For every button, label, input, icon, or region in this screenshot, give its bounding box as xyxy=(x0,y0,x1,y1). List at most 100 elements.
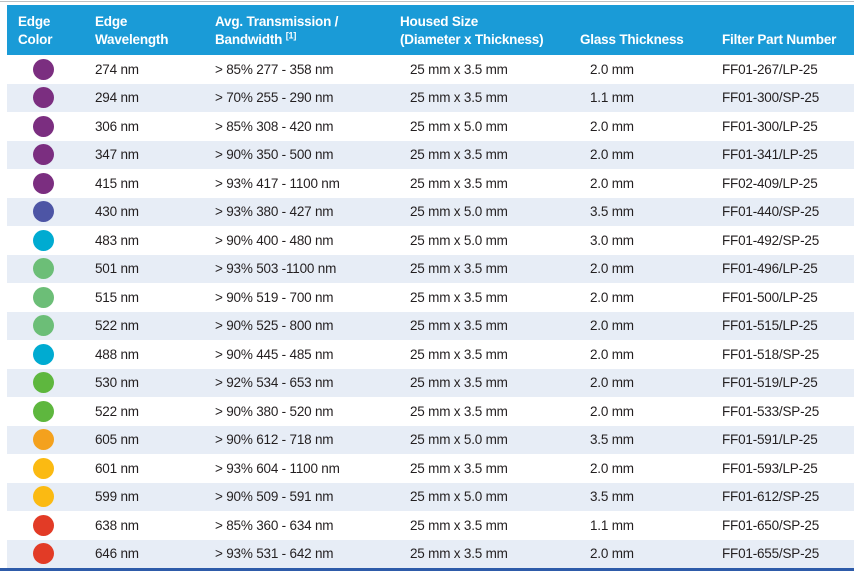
wavelength-cell: 483 nm xyxy=(95,232,139,248)
gold-edge-color-dot xyxy=(33,457,54,479)
edge-color-cell xyxy=(7,457,95,479)
housed-size-cell: 25 mm x 5.0 mm xyxy=(410,204,508,220)
glass-thickness-cell: 2.0 mm xyxy=(590,61,634,77)
header-avg-transmission-bandwidth: Avg. Transmission / Bandwidth [1] xyxy=(215,5,400,55)
glass-thickness-cell: 2.0 mm xyxy=(590,403,634,419)
housed-size-cell: 25 mm x 3.5 mm xyxy=(410,517,508,533)
transmission-cell: > 93% 531 - 642 nm xyxy=(215,546,334,562)
purple-edge-color-dot xyxy=(33,144,54,166)
part-number-cell: FF01-533/SP-25 xyxy=(722,403,819,419)
housed-size-cell: 25 mm x 3.5 mm xyxy=(410,61,508,77)
glass-thickness-cell: 1.1 mm xyxy=(590,90,634,106)
housed-size-cell: 25 mm x 3.5 mm xyxy=(410,289,508,305)
housed-size-cell: 25 mm x 3.5 mm xyxy=(410,261,508,277)
glass-thickness-cell: 3.5 mm xyxy=(590,489,634,505)
edge-color-cell xyxy=(7,514,95,536)
housed-size-cell: 25 mm x 3.5 mm xyxy=(410,90,508,106)
part-number-cell: FF01-650/SP-25 xyxy=(722,517,819,533)
table-row: 306 nm > 85% 308 - 420 nm 25 mm x 5.0 mm 2.… xyxy=(7,112,854,141)
edge-color-cell xyxy=(7,58,95,80)
table-row: 347 nm > 90% 350 - 500 nm 25 mm x 3.5 mm 2.… xyxy=(7,140,854,169)
purple-edge-color-dot xyxy=(33,172,54,194)
glass-thickness-cell: 2.0 mm xyxy=(590,261,634,277)
edge-color-cell xyxy=(7,400,95,422)
transmission-cell: > 93% 604 - 1100 nm xyxy=(215,460,340,476)
housed-size-cell: 25 mm x 3.5 mm xyxy=(410,175,508,191)
part-number-cell: FF01-655/SP-25 xyxy=(722,546,819,562)
header-line: Avg. Transmission / xyxy=(215,14,339,30)
wavelength-cell: 605 nm xyxy=(95,432,139,448)
housed-size-cell: 25 mm x 3.5 mm xyxy=(410,460,508,476)
orange-edge-color-dot xyxy=(33,429,54,451)
transmission-cell: > 90% 380 - 520 nm xyxy=(215,403,334,419)
header-line: Glass Thickness xyxy=(580,32,684,48)
transmission-cell: > 90% 519 - 700 nm xyxy=(215,289,334,305)
part-number-cell: FF01-267/LP-25 xyxy=(722,61,818,77)
header-line: Wavelength xyxy=(95,32,169,48)
footnote-marker: [1] xyxy=(285,30,297,41)
edge-color-cell xyxy=(7,315,95,337)
table-header-row: Edge Color Edge Wavelength Avg. Transmis… xyxy=(7,5,854,55)
edge-color-cell xyxy=(7,115,95,137)
housed-size-cell: 25 mm x 3.5 mm xyxy=(410,147,508,163)
wavelength-cell: 294 nm xyxy=(95,90,139,106)
header-filter-part-number: Filter Part Number xyxy=(715,5,854,55)
glass-thickness-cell: 2.0 mm xyxy=(590,375,634,391)
transmission-cell: > 93% 417 - 1100 nm xyxy=(215,175,340,191)
glass-thickness-cell: 3.5 mm xyxy=(590,432,634,448)
part-number-cell: FF01-492/SP-25 xyxy=(722,232,819,248)
wavelength-cell: 501 nm xyxy=(95,261,139,277)
table-row: 638 nm > 85% 360 - 634 nm 25 mm x 3.5 mm 1.… xyxy=(7,511,854,540)
table-row: 415 nm > 93% 417 - 1100 nm 25 mm x 3.5 mm 2… xyxy=(7,169,854,198)
wavelength-cell: 599 nm xyxy=(95,489,139,505)
gold-edge-color-dot xyxy=(33,486,54,508)
wavelength-cell: 274 nm xyxy=(95,61,139,77)
header-housed-size: Housed Size (Diameter x Thickness) xyxy=(400,5,580,55)
wavelength-cell: 522 nm xyxy=(95,403,139,419)
table-bottom-border xyxy=(0,568,854,571)
transmission-cell: > 90% 350 - 500 nm xyxy=(215,147,334,163)
table-row: 274 nm > 85% 277 - 358 nm 25 mm x 3.5 mm 2.… xyxy=(7,55,854,84)
soft-green-edge-color-dot xyxy=(33,315,54,337)
part-number-cell: FF01-496/LP-25 xyxy=(722,261,818,277)
glass-thickness-cell: 2.0 mm xyxy=(590,346,634,362)
table-row: 522 nm > 90% 380 - 520 nm 25 mm x 3.5 mm 2.… xyxy=(7,397,854,426)
cyan-edge-color-dot xyxy=(33,229,54,251)
glass-thickness-cell: 2.0 mm xyxy=(590,460,634,476)
glass-thickness-cell: 2.0 mm xyxy=(590,147,634,163)
part-number-cell: FF01-440/SP-25 xyxy=(722,204,819,220)
edge-color-cell xyxy=(7,372,95,394)
edge-color-cell xyxy=(7,201,95,223)
edge-color-cell xyxy=(7,144,95,166)
glass-thickness-cell: 2.0 mm xyxy=(590,546,634,562)
wavelength-cell: 601 nm xyxy=(95,460,139,476)
housed-size-cell: 25 mm x 5.0 mm xyxy=(410,118,508,134)
transmission-cell: > 93% 503 -1100 nm xyxy=(215,261,337,277)
wavelength-cell: 530 nm xyxy=(95,375,139,391)
housed-size-cell: 25 mm x 5.0 mm xyxy=(410,489,508,505)
transmission-cell: > 93% 380 - 427 nm xyxy=(215,204,334,220)
glass-thickness-cell: 2.0 mm xyxy=(590,289,634,305)
wavelength-cell: 522 nm xyxy=(95,318,139,334)
glass-thickness-cell: 1.1 mm xyxy=(590,517,634,533)
part-number-cell: FF01-341/LP-25 xyxy=(722,147,818,163)
part-number-cell: FF01-300/SP-25 xyxy=(722,90,819,106)
wavelength-cell: 488 nm xyxy=(95,346,139,362)
table-row: 646 nm > 93% 531 - 642 nm 25 mm x 3.5 mm 2.… xyxy=(7,539,854,568)
housed-size-cell: 25 mm x 3.5 mm xyxy=(410,375,508,391)
bright-green-edge-color-dot xyxy=(33,372,54,394)
housed-size-cell: 25 mm x 3.5 mm xyxy=(410,546,508,562)
glass-thickness-cell: 2.0 mm xyxy=(590,175,634,191)
glass-thickness-cell: 2.0 mm xyxy=(590,318,634,334)
glass-thickness-cell: 3.5 mm xyxy=(590,204,634,220)
part-number-cell: FF01-500/LP-25 xyxy=(722,289,818,305)
edge-color-cell xyxy=(7,486,95,508)
purple-edge-color-dot xyxy=(33,115,54,137)
part-number-cell: FF01-591/LP-25 xyxy=(722,432,818,448)
header-line: Color xyxy=(18,32,53,48)
table-top-border xyxy=(0,1,854,2)
part-number-cell: FF01-519/LP-25 xyxy=(722,375,818,391)
header-edge-color: Edge Color xyxy=(7,5,95,55)
transmission-cell: > 70% 255 - 290 nm xyxy=(215,90,334,106)
table-row: 530 nm > 92% 534 - 653 nm 25 mm x 3.5 mm 2.… xyxy=(7,368,854,397)
